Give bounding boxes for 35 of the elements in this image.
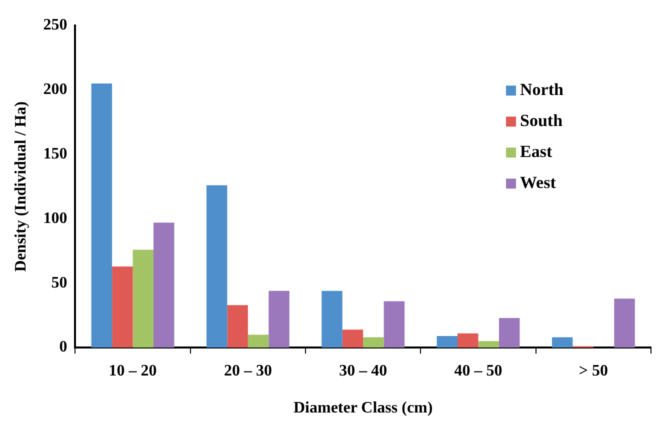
bar <box>268 290 290 348</box>
y-tick-label: 50 <box>51 274 68 292</box>
x-tick-label: 30 – 40 <box>339 362 388 380</box>
legend-label: North <box>520 80 564 99</box>
bar <box>342 330 364 348</box>
bar <box>552 337 573 348</box>
x-tick-label: 40 – 50 <box>454 362 502 380</box>
bar <box>227 305 248 348</box>
y-tick-label: 150 <box>43 146 68 163</box>
legend-label: West <box>520 172 556 192</box>
x-axis-title: Diameter Class (cm) <box>293 400 433 417</box>
bar <box>478 341 499 348</box>
bar <box>248 334 269 348</box>
bar <box>132 250 154 348</box>
y-tick-label: 250 <box>43 16 68 34</box>
y-axis-title: Density (Individual / Ha) <box>12 101 30 272</box>
y-tick-label: 0 <box>59 338 68 356</box>
bar <box>91 84 112 348</box>
bar <box>154 222 174 348</box>
bar <box>322 290 342 348</box>
x-tick-label: > 50 <box>578 362 608 380</box>
bar <box>498 318 520 348</box>
bar <box>206 185 228 348</box>
bar <box>458 333 478 348</box>
y-tick-label: 100 <box>43 210 68 227</box>
x-tick-label: 20 – 30 <box>224 362 272 380</box>
legend-label: South <box>520 110 564 130</box>
x-tick-label: 10 – 20 <box>108 362 157 380</box>
bar <box>614 298 635 348</box>
legend-label: East <box>520 142 552 161</box>
y-tick-label: 200 <box>43 81 68 98</box>
bar <box>363 337 384 348</box>
bar <box>112 266 133 348</box>
bar <box>436 336 458 348</box>
bar <box>384 301 405 348</box>
